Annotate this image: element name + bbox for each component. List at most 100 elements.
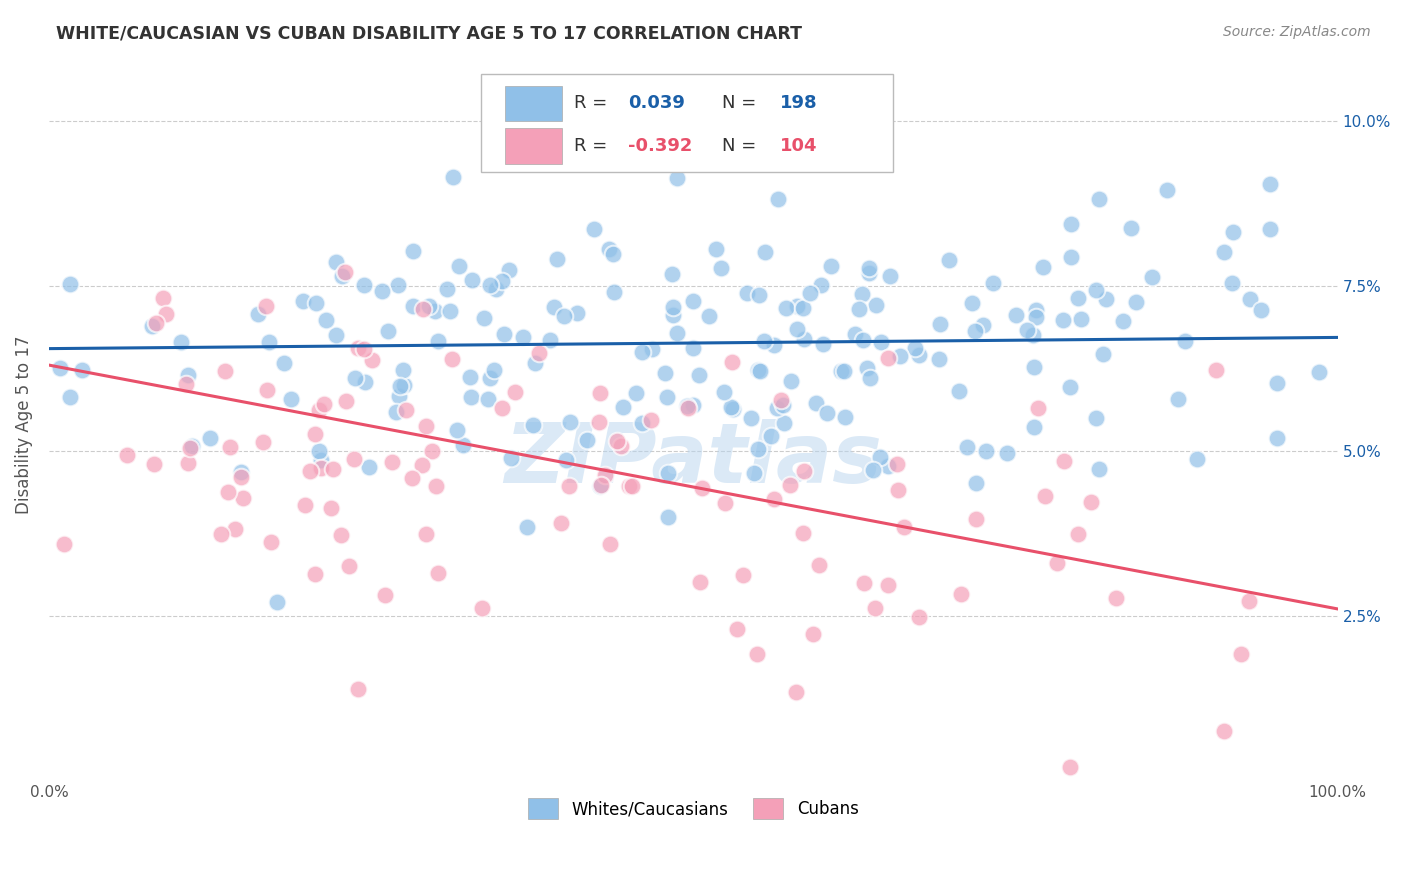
Point (292, 293, 315, 308)
Point (948, 384, 970, 398)
Point (1067, 527, 1090, 541)
Point (1088, 192, 1111, 206)
Point (612, 400, 634, 414)
Point (252, 434, 274, 449)
Point (929, 317, 952, 331)
Point (557, 479, 579, 493)
Point (747, 442, 769, 456)
Point (555, 453, 578, 467)
Point (1121, 220, 1143, 235)
Point (314, 396, 336, 410)
Text: -0.392: -0.392 (627, 137, 692, 155)
Point (1265, 376, 1288, 391)
Point (869, 450, 891, 464)
Point (395, 403, 418, 417)
Point (834, 409, 856, 424)
Point (343, 451, 366, 466)
Text: Source: ZipAtlas.com: Source: ZipAtlas.com (1223, 25, 1371, 39)
Point (309, 452, 332, 467)
Point (655, 390, 678, 404)
Point (200, 431, 222, 445)
Point (786, 322, 808, 336)
Point (325, 327, 347, 342)
Point (626, 386, 648, 401)
Text: 0.039: 0.039 (627, 95, 685, 112)
Point (599, 537, 621, 551)
Point (354, 376, 377, 390)
Point (315, 313, 337, 327)
Point (1087, 462, 1109, 476)
Point (588, 415, 610, 429)
Point (692, 481, 714, 495)
Text: R =: R = (574, 137, 613, 155)
Point (740, 410, 762, 425)
Point (401, 471, 423, 485)
Point (706, 243, 728, 257)
Point (1022, 360, 1045, 375)
Point (976, 443, 998, 458)
Point (426, 566, 449, 581)
Point (603, 285, 626, 299)
Point (907, 609, 929, 624)
Point (177, 368, 200, 382)
Point (799, 285, 821, 300)
Point (583, 222, 606, 236)
Point (179, 442, 201, 456)
Point (305, 296, 328, 310)
Point (848, 302, 870, 317)
Point (260, 535, 283, 549)
Point (762, 338, 785, 352)
Point (1258, 177, 1281, 191)
Point (1258, 222, 1281, 236)
Point (472, 310, 495, 325)
Point (731, 567, 754, 582)
Point (631, 416, 654, 430)
Point (145, 316, 167, 330)
Point (769, 392, 792, 407)
Text: WHITE/CAUCASIAN VS CUBAN DISABILITY AGE 5 TO 17 CORRELATION CHART: WHITE/CAUCASIAN VS CUBAN DISABILITY AGE … (56, 25, 803, 43)
Point (294, 498, 316, 512)
Text: N =: N = (721, 95, 762, 112)
Point (792, 525, 814, 540)
Point (479, 278, 502, 293)
Text: N =: N = (721, 137, 762, 155)
Point (1025, 310, 1047, 325)
Point (803, 627, 825, 641)
Point (152, 291, 174, 305)
Point (610, 439, 633, 453)
Point (1017, 323, 1039, 337)
Point (852, 334, 875, 348)
Point (141, 318, 163, 333)
Point (1212, 244, 1234, 259)
Point (231, 470, 253, 484)
Point (785, 685, 807, 699)
Point (353, 342, 375, 356)
Point (298, 464, 321, 478)
Point (1156, 183, 1178, 197)
Point (960, 295, 983, 310)
Point (143, 457, 166, 471)
Point (177, 456, 200, 470)
Point (1022, 328, 1045, 343)
Point (471, 600, 494, 615)
Point (371, 284, 394, 298)
Point (775, 301, 797, 316)
Point (1033, 489, 1056, 503)
Point (346, 681, 368, 696)
Point (1125, 294, 1147, 309)
Text: 198: 198 (780, 95, 817, 112)
Point (844, 327, 866, 342)
Point (461, 273, 484, 287)
Point (963, 324, 986, 338)
Point (385, 404, 408, 418)
Point (224, 522, 246, 536)
Point (418, 299, 440, 313)
Point (1265, 431, 1288, 445)
Point (682, 398, 704, 412)
Point (956, 440, 979, 454)
Point (772, 398, 794, 412)
Point (553, 310, 575, 324)
Point (851, 286, 873, 301)
Point (811, 337, 834, 351)
Point (754, 244, 776, 259)
